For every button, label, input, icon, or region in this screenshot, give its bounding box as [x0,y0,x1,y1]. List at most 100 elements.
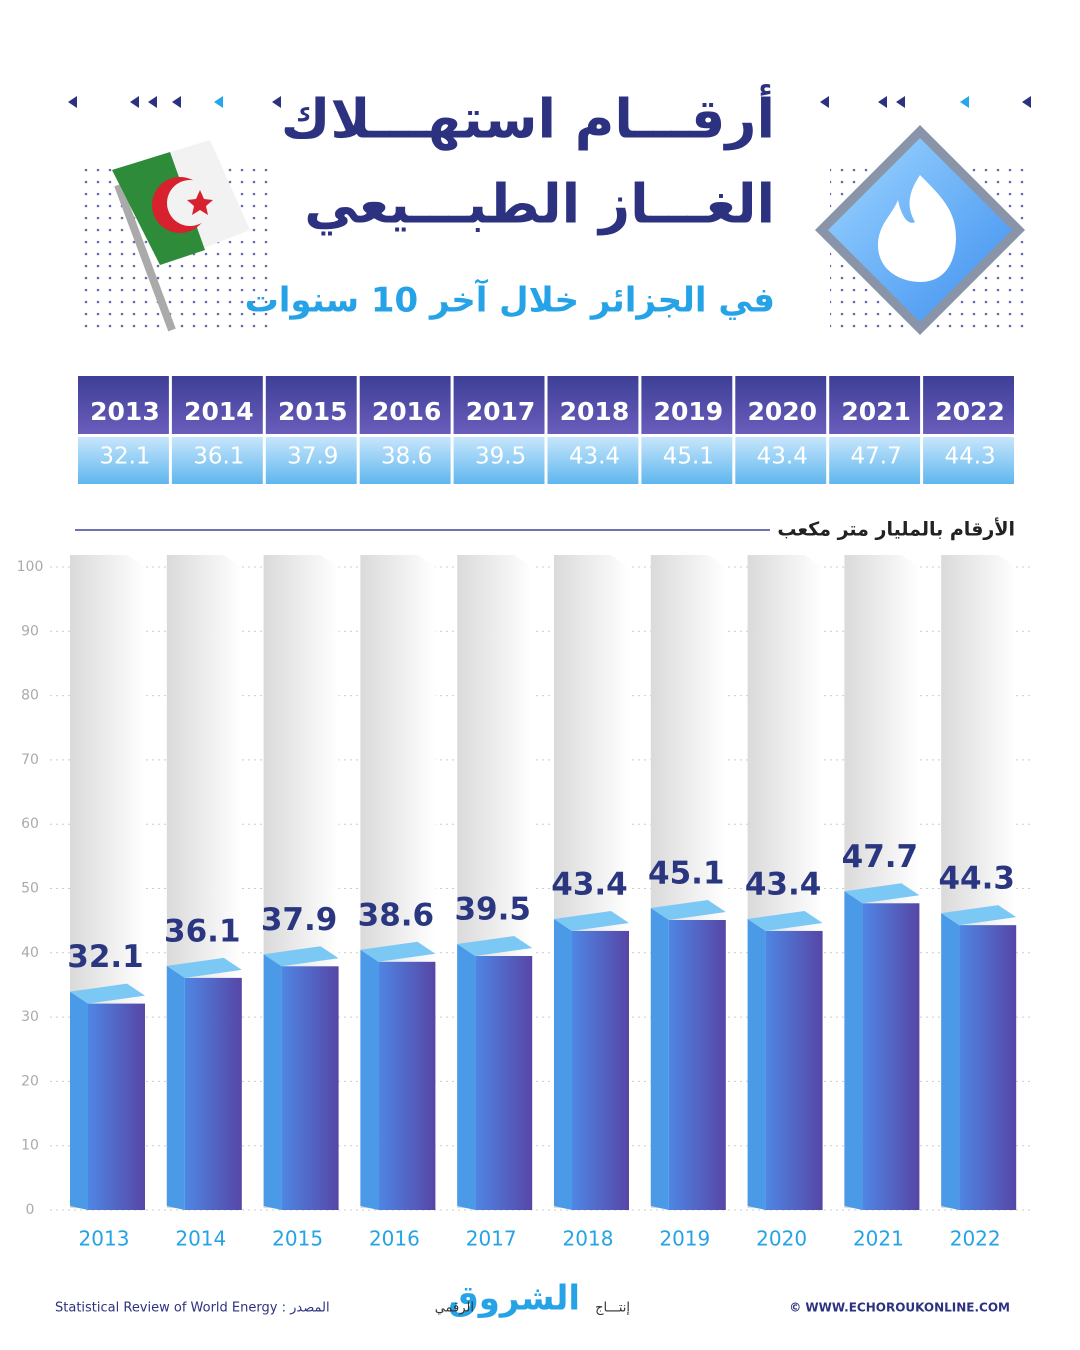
x-tick-label: 2015 [272,1227,323,1251]
bar-side [166,965,185,1210]
table-header-cell [829,376,921,434]
table-value-cell [829,437,921,484]
table-value-cell [923,437,1014,484]
bar-cap [747,910,823,931]
bar [475,956,533,1210]
table-value-cell [359,437,451,484]
table-value: 37.9 [287,444,338,470]
table-year: 2022 [935,397,1005,426]
value-label: 45.1 [648,856,725,892]
bar [184,977,242,1210]
bar-side [554,918,572,1210]
value-label: 43.4 [745,866,822,902]
table-year: 2013 [90,397,160,426]
table-value-cell [78,437,169,484]
value-label: 43.4 [551,866,628,902]
table-year: 2015 [278,397,348,426]
x-tick-label: 2014 [175,1227,226,1251]
bar [959,925,1017,1210]
unit-label: الأرقام بالمليار متر مكعب [777,518,1015,541]
source: Statistical Review of World Energy : الم… [55,1301,330,1316]
table-year: 2021 [841,397,911,426]
table-value: 32.1 [99,444,150,470]
bar [862,903,920,1210]
table-value-cell [547,437,639,484]
bar-side [263,954,282,1210]
bar [765,930,823,1210]
table-value: 45.1 [663,444,714,470]
table-value-cell [641,437,733,484]
table-year: 2019 [654,397,724,426]
y-tick-label: 30 [21,1009,39,1025]
bar-side [650,908,669,1210]
bar-cap [70,983,145,1004]
y-tick-label: 90 [21,623,39,639]
bar-cap [650,900,726,921]
value-label: 38.6 [358,897,435,933]
website: © WWW.ECHOROUKONLINE.COM [789,1301,1010,1315]
bar-side [457,944,476,1210]
bar-side [747,918,766,1210]
table-year: 2017 [466,397,536,426]
x-tick-label: 2022 [950,1227,1001,1251]
bar [572,930,629,1210]
table-value: 43.4 [757,444,808,470]
value-label: 36.1 [164,913,241,949]
title-line: أرقـــام استهـــلاك [281,84,775,151]
bar [281,966,339,1210]
bar [668,920,726,1210]
bar-side [941,913,960,1210]
value-label: 47.7 [842,839,919,875]
table-year: 2016 [372,397,442,426]
table-header-cell [547,376,639,434]
subtitle: في الجزائر خلال آخر 10 سنوات [245,279,775,321]
y-tick-label: 70 [21,752,39,768]
y-tick-label: 60 [21,816,39,832]
decoration [68,96,1031,531]
y-tick-label: 40 [21,945,39,961]
brand-prefix: إنتـــاج [595,1301,630,1316]
y-tick-label: 10 [21,1138,39,1154]
bar-cap [166,957,242,978]
table-value-cell [735,437,827,484]
table-header-cell [923,376,1014,434]
table-year: 2014 [184,397,254,426]
table-header-cell [78,376,169,434]
x-tick-label: 2018 [563,1227,614,1251]
bar-side [360,949,379,1210]
table-header-cell [265,376,357,434]
table-value-cell [171,437,263,484]
bar-cap [844,883,920,904]
bar-cap [360,941,436,962]
value-label: 39.5 [454,892,531,928]
table-header-cell [735,376,827,434]
y-tick-label: 0 [26,1202,35,1218]
table-value: 47.7 [851,444,902,470]
value-label: 32.1 [67,939,144,975]
table-year: 2018 [560,397,630,426]
x-tick-label: 2016 [369,1227,420,1251]
table-value: 38.6 [381,444,432,470]
table-header-cell [359,376,451,434]
bar-cap [941,905,1017,926]
y-tick-label: 50 [21,881,39,897]
bar-cap [554,910,629,931]
bar [88,1003,145,1210]
table-value-cell [265,437,357,484]
x-tick-label: 2019 [659,1227,710,1251]
bar-cap [457,936,533,957]
table-header-cell [171,376,263,434]
x-tick-label: 2017 [466,1227,517,1251]
table-value-cell [453,437,545,484]
table-value: 43.4 [569,444,620,470]
table-header-cell [641,376,733,434]
title-line: الغـــاز الطبـــيعي [304,173,775,236]
table-value: 39.5 [475,444,526,470]
brand-logo: الشروق [448,1279,580,1319]
bar [378,961,436,1210]
table-header-cell [453,376,545,434]
y-tick-label: 20 [21,1073,39,1089]
brand-suffix: الرقمي [435,1301,474,1316]
x-tick-label: 2021 [853,1227,904,1251]
